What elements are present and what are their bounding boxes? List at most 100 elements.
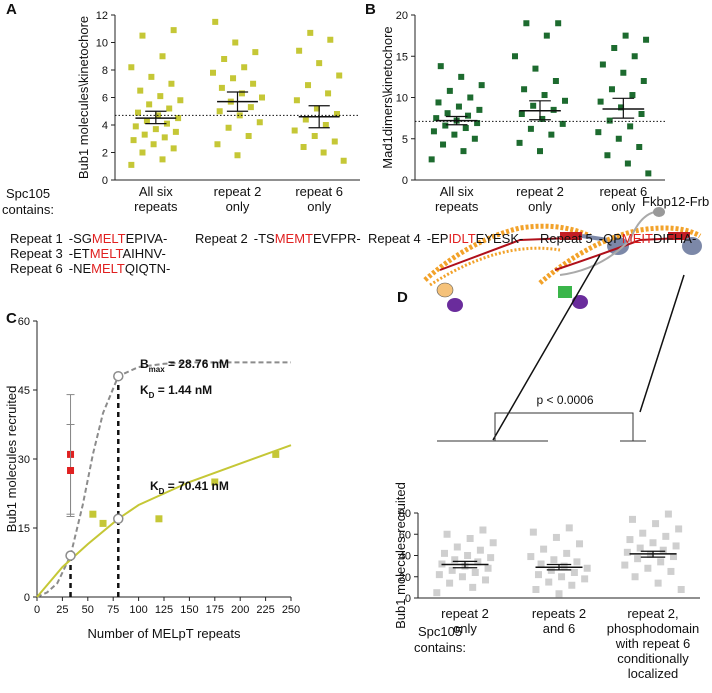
- x-tick-label-line: repeat 6: [295, 184, 343, 199]
- x-tick-label-line: repeat 2: [441, 606, 489, 621]
- data-point: [259, 94, 265, 101]
- y-tick-label: 40: [399, 551, 411, 563]
- data-point: [170, 145, 177, 152]
- data-point: [465, 112, 472, 119]
- data-point: [559, 120, 566, 127]
- data-point: [437, 63, 444, 70]
- sequence: Repeat 5 -QPMEITDIFHA-: [540, 231, 696, 246]
- sequence-flank: QIQTN-: [125, 261, 171, 276]
- data-point: [562, 97, 568, 104]
- annotation-value: = 28.76 nM: [165, 357, 229, 371]
- x-tick-label: 25: [56, 604, 68, 616]
- sequence-label: Repeat 2: [195, 231, 248, 246]
- data-point: [462, 125, 469, 132]
- data-point: [241, 64, 248, 71]
- data-point: [155, 515, 163, 523]
- data-point: [135, 109, 142, 116]
- y-tick-label: 4: [102, 120, 108, 132]
- data-point: [316, 60, 323, 67]
- sequence-label: Repeat 6: [10, 261, 63, 276]
- data-point: [527, 125, 534, 132]
- data-point: [471, 135, 478, 142]
- x-tick-label: 0: [34, 604, 40, 616]
- x-tick-label-line: only: [226, 199, 250, 214]
- data-point: [467, 94, 474, 101]
- data-point: [611, 45, 618, 51]
- data-point: [128, 64, 135, 71]
- x-tick-label-line: only: [307, 199, 331, 214]
- data-point: [444, 110, 451, 117]
- data-point: [250, 80, 257, 87]
- data-point: [645, 170, 652, 177]
- data-point: [627, 123, 634, 130]
- data-point: [451, 131, 458, 138]
- data-point: [440, 549, 448, 557]
- annotation: KD = 70.41 nM: [150, 479, 229, 496]
- data-point: [132, 123, 139, 130]
- panel-label: C: [6, 310, 17, 327]
- schematic-right: [538, 207, 702, 309]
- data-point: [552, 78, 559, 84]
- fit-curve: [36, 361, 291, 598]
- data-point: [599, 61, 606, 68]
- sequence-label: Repeat 5: [540, 231, 593, 246]
- x-tick-label: repeat 2 only: [214, 184, 262, 214]
- x-tick-label-line: repeat 2,: [627, 606, 678, 621]
- sequence: Repeat 3 -ETMELTAIHNV-: [10, 246, 166, 261]
- data-point: [638, 111, 645, 117]
- data-point: [604, 152, 611, 159]
- sequence-flank: -TS: [254, 231, 275, 246]
- data-point: [537, 560, 545, 568]
- sequence-flank: -EP: [427, 231, 449, 246]
- data-point: [232, 39, 239, 46]
- significance-bracket: [437, 412, 646, 442]
- x-tick-label: repeat 6 only: [295, 184, 343, 214]
- data-point: [672, 542, 680, 550]
- data-point: [534, 571, 542, 579]
- data-point: [139, 32, 146, 39]
- data-point: [565, 524, 573, 532]
- y-tick-label: 80: [399, 508, 411, 520]
- data-point: [305, 82, 312, 89]
- x-tick-label-line: All six: [440, 184, 474, 199]
- data-point: [166, 105, 173, 112]
- data-point: [563, 549, 571, 557]
- sequence-motif: MEMT: [275, 231, 313, 246]
- x-tick-label: All six repeats: [134, 184, 178, 214]
- sequence: Repeat 4 -EPIDLTEYESK-: [368, 231, 523, 246]
- data-point: [128, 161, 135, 168]
- data-point: [340, 157, 347, 164]
- data-point: [527, 553, 535, 561]
- sequence-flank: AIHNV-: [122, 246, 165, 261]
- x-tick-label-line: localized: [628, 666, 679, 681]
- data-point: [643, 36, 650, 43]
- connector: [492, 254, 601, 441]
- panel-label: A: [6, 1, 17, 18]
- data-point: [291, 127, 298, 134]
- y-axis-label: Bub1 molecules recruited: [4, 386, 19, 533]
- data-point: [247, 104, 254, 111]
- data-point: [336, 72, 343, 79]
- x-tick-label: All six repeats: [435, 184, 479, 214]
- data-point: [175, 115, 182, 122]
- fit-point: [113, 513, 124, 525]
- data-point: [159, 156, 166, 163]
- data-point: [172, 128, 179, 135]
- data-point: [302, 116, 309, 123]
- data-point: [322, 122, 329, 128]
- x-tick-label-line: only: [611, 199, 635, 214]
- data-point: [659, 546, 667, 554]
- schematic-label: Fkbp12-Frb: [642, 194, 709, 209]
- data-point: [568, 581, 576, 589]
- data-point: [677, 586, 685, 593]
- data-point: [621, 561, 629, 569]
- y-tick-label: 5: [402, 134, 408, 146]
- data-point: [667, 567, 675, 575]
- y-tick-label: 45: [18, 385, 30, 397]
- annotation-subscript: max: [149, 365, 166, 374]
- data-point: [225, 124, 232, 131]
- fit-point: [113, 370, 124, 382]
- sequence-motif: MELT: [92, 231, 126, 246]
- data-point: [152, 126, 159, 133]
- data-point: [622, 32, 629, 39]
